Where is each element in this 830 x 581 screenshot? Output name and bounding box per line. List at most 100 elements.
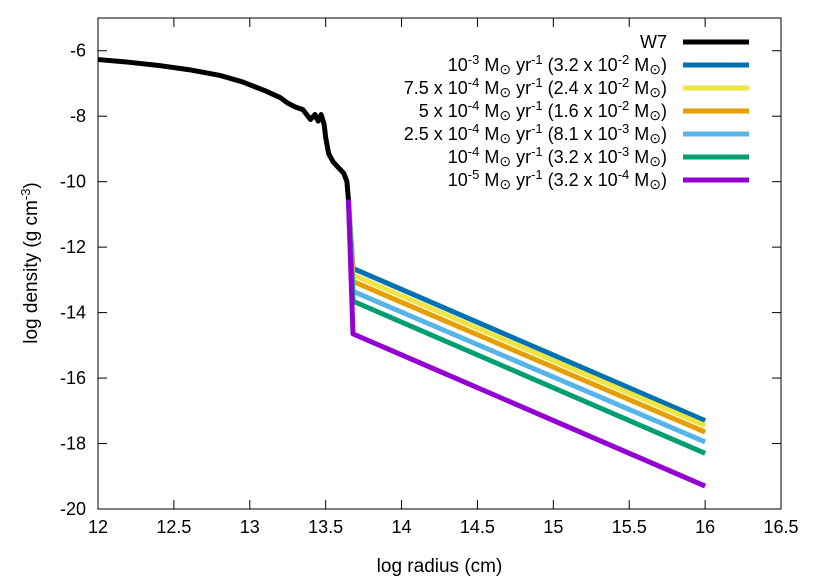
legend-label-part: -4 — [618, 167, 630, 182]
x-tick-label: 12 — [88, 517, 108, 537]
y-axis-label-exponent: -3 — [18, 189, 33, 201]
legend-label-part: -1 — [531, 167, 543, 182]
legend-label-part: (1.6 x 10 — [543, 101, 618, 121]
legend-label-part: ⊙ — [499, 61, 511, 77]
legend-label-part: ⊙ — [649, 130, 661, 146]
legend-label-part: -5 — [468, 167, 480, 182]
legend-label-part: ⊙ — [649, 176, 661, 192]
series-line-0 — [97, 57, 351, 200]
legend-label-1: 10-3 M⊙ yr-1 (3.2 x 10-2 M⊙) — [448, 52, 667, 77]
y-tick-label: -6 — [70, 41, 86, 61]
legend-label-part: M — [629, 147, 649, 167]
y-axis-label-tail: ) — [21, 182, 42, 188]
x-tick-label: 14 — [392, 517, 412, 537]
legend-label-part: ⊙ — [499, 130, 511, 146]
y-tick-label: -16 — [60, 368, 86, 388]
legend-label-part: -4 — [468, 144, 480, 159]
legend-label-part: yr — [511, 124, 531, 144]
legend-label-part: ⊙ — [499, 176, 511, 192]
y-axis-label: log density (g cm-3) — [18, 182, 42, 344]
series-line-5 — [345, 199, 707, 456]
legend-label-part: yr — [511, 170, 531, 190]
legend-label-part: ) — [661, 101, 667, 121]
legend-label-part: ) — [661, 124, 667, 144]
legend-label-part: 5 x 10 — [419, 101, 468, 121]
legend-label-part: ) — [661, 78, 667, 98]
legend-label-part: (8.1 x 10 — [543, 124, 618, 144]
legend-label-part: -1 — [531, 98, 543, 113]
y-tick-label: -12 — [60, 237, 86, 257]
x-axis-label: log radius (cm) — [377, 556, 503, 577]
legend-label-part: W7 — [640, 32, 667, 52]
y-axis-label-main: log density (g cm — [21, 200, 42, 344]
legend-label-part: -3 — [618, 144, 630, 159]
legend-label-part: -1 — [531, 75, 543, 90]
legend-label-part: (2.4 x 10 — [543, 78, 618, 98]
legend-label-part: M — [479, 78, 499, 98]
y-tick-label: -20 — [60, 499, 86, 519]
legend-label-part: M — [479, 170, 499, 190]
legend-label-part: -3 — [468, 52, 480, 67]
legend-label-part: M — [479, 124, 499, 144]
legend-label-part: -4 — [468, 121, 480, 136]
legend-label-part: yr — [511, 101, 531, 121]
legend-label-4: 2.5 x 10-4 M⊙ yr-1 (8.1 x 10-3 M⊙) — [404, 121, 667, 146]
legend-label-part: -1 — [531, 121, 543, 136]
plot-frame — [97, 17, 782, 510]
x-tick-label: 13.5 — [308, 517, 343, 537]
legend-label-part: ) — [661, 170, 667, 190]
legend-label-part: (3.2 x 10 — [543, 55, 618, 75]
legend-label-part: -3 — [618, 121, 630, 136]
x-tick-label: 14.5 — [460, 517, 495, 537]
legend-label-part: M — [479, 147, 499, 167]
y-tick-label: -10 — [60, 172, 86, 192]
series-layer — [97, 57, 707, 489]
legend-label-part: M — [629, 55, 649, 75]
x-tick-label: 15.5 — [612, 517, 647, 537]
legend-label-part: M — [629, 170, 649, 190]
x-tick-label: 16.5 — [763, 517, 798, 537]
legend-label-part: -2 — [618, 75, 630, 90]
legend-label-part: yr — [511, 147, 531, 167]
x-tick-label: 15 — [543, 517, 563, 537]
legend-label-part: M — [629, 78, 649, 98]
legend-label-part: M — [629, 124, 649, 144]
legend-label-part: 10 — [448, 170, 468, 190]
legend-label-part: (3.2 x 10 — [543, 147, 618, 167]
legend-label-part: -4 — [468, 75, 480, 90]
legend-label-5: 10-4 M⊙ yr-1 (3.2 x 10-3 M⊙) — [448, 144, 667, 169]
legend-label-part: ⊙ — [649, 61, 661, 77]
ticks-layer: 12 12.5 13 13.5 14 14.5 15 15.5 16 16.5 -20 -18 -16 -… — [60, 18, 799, 537]
x-tick-label: 16 — [695, 517, 715, 537]
legend-label-part: ⊙ — [499, 107, 511, 123]
legend-label-part: ⊙ — [499, 153, 511, 169]
x-tick-label: 12.5 — [156, 517, 191, 537]
legend-label-part: M — [629, 101, 649, 121]
legend-label-part: ⊙ — [649, 153, 661, 169]
x-tick-label: 13 — [240, 517, 260, 537]
legend-label-part: ) — [661, 147, 667, 167]
series-line-6 — [345, 199, 707, 489]
legend-label-6: 10-5 M⊙ yr-1 (3.2 x 10-4 M⊙) — [448, 167, 667, 192]
legend-label-part: yr — [511, 55, 531, 75]
legend-label-part: 2.5 x 10 — [404, 124, 468, 144]
y-tick-label: -14 — [60, 303, 86, 323]
legend-label-part: 10 — [448, 147, 468, 167]
legend-label-part: ⊙ — [649, 107, 661, 123]
legend-label-part: -1 — [531, 144, 543, 159]
legend-label-part: M — [479, 101, 499, 121]
legend-label-part: yr — [511, 78, 531, 98]
y-tick-label: -18 — [60, 434, 86, 454]
legend-label-part: -4 — [468, 98, 480, 113]
legend-label-part: -2 — [618, 52, 630, 67]
legend-label-3: 5 x 10-4 M⊙ yr-1 (1.6 x 10-2 M⊙) — [419, 98, 667, 123]
legend-label-part: -1 — [531, 52, 543, 67]
y-tick-label: -8 — [70, 106, 86, 126]
legend-label-part: ⊙ — [499, 84, 511, 100]
legend-label-part: 7.5 x 10 — [404, 78, 468, 98]
legend-label-part: -2 — [618, 98, 630, 113]
legend-label-part: ) — [661, 55, 667, 75]
legend-label-0: W7 — [640, 32, 667, 52]
